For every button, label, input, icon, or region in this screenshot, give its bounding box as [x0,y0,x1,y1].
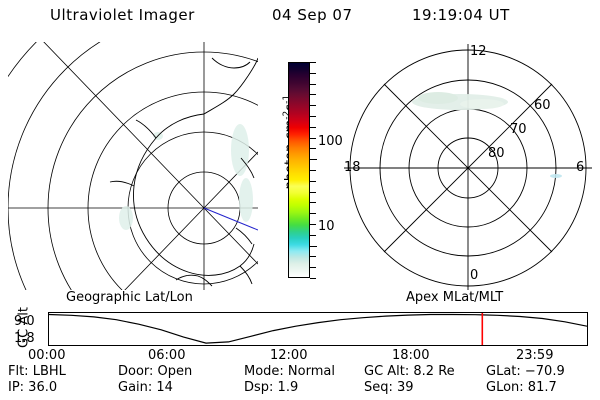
strip-x-tick-1800: 18:00 [392,348,430,363]
strip-x-tick-2359: 23:59 [516,348,554,363]
altitude-curve [49,313,587,344]
page-title: Ultraviolet Imager [50,6,195,24]
status-gc-alt: GC Alt: 8.2 Re [364,364,455,379]
status-ip: IP: 36.0 [8,380,58,395]
mlat-label-60: 60 [534,98,551,113]
satellite-track-line [203,207,259,231]
mlt-label-12: 12 [470,44,487,59]
geographic-map-svg [8,42,259,290]
strip-x-tick-0000: 00:00 [28,348,66,363]
status-mode: Mode: Normal [244,364,335,379]
colorbar-tick-label-100: 100 [318,134,343,149]
mlat-label-70: 70 [510,122,527,137]
status-gain: Gain: 14 [118,380,173,395]
auroral-emission-apex [412,92,508,110]
strip-x-tick-1200: 12:00 [270,348,308,363]
strip-y-tick-bottom: 1.8 [14,331,35,346]
auroral-emission-dusk [550,174,562,178]
colorbar-ticks [310,62,317,279]
status-dsp: Dsp: 1.9 [244,380,299,395]
header: Ultraviolet Imager 04 Sep 07 19:19:04 UT [0,6,600,32]
apex-dial-svg [344,44,592,292]
status-glat: GLat: −70.9 [486,364,565,379]
strip-x-tick-0600: 06:00 [148,348,186,363]
mlt-label-18: 18 [344,160,361,175]
altitude-curve-svg [49,313,587,345]
status-seq: Seq: 39 [364,380,414,395]
geographic-panel-subtitle: Geographic Lat/Lon [66,290,193,305]
status-glon: GLon: 81.7 [486,380,557,395]
colorbar-panel: photon cm-2s-1 100 10 [262,42,343,290]
apex-mlt-dial-panel: 12 6 0 18 60 70 80 [342,42,594,292]
status-filter: Flt: LBHL [8,364,66,379]
colorbar-tick-label-10: 10 [318,219,335,234]
observation-date: 04 Sep 07 [272,6,353,24]
mlt-label-0: 0 [470,268,479,283]
coastline [109,57,258,287]
colorbar-gradient [288,62,310,278]
orbit-altitude-strip-chart[interactable] [48,312,588,346]
geographic-map-panel [8,42,259,290]
observation-time: 19:19:04 UT [412,6,510,24]
status-door: Door: Open [118,364,193,379]
apex-panel-subtitle: Apex MLat/MLT [406,290,504,305]
mlt-label-6: 6 [576,160,585,175]
mlat-label-80: 80 [488,146,505,161]
strip-y-tick-top: 9.0 [14,314,35,329]
